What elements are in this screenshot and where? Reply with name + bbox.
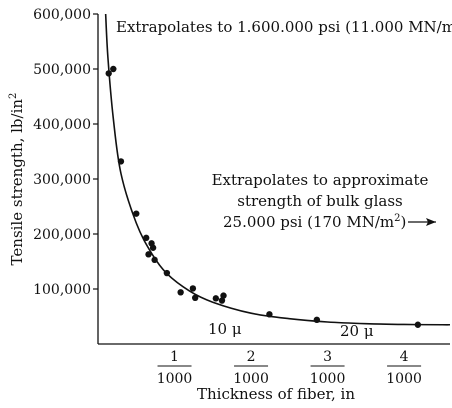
data-point <box>133 210 140 217</box>
data-point <box>266 311 273 318</box>
y-axis-ticks: 100,000 200,000 300,000 400,000 500,000 600,0… <box>33 7 98 298</box>
x-tick-denominator: 1000 <box>310 371 346 387</box>
data-point <box>145 251 152 258</box>
data-point <box>163 269 171 277</box>
x-tick-numerator: 4 <box>400 349 409 365</box>
x-tick-denominator: 1000 <box>157 371 193 387</box>
x-tick-numerator: 1 <box>170 349 179 365</box>
label-20-micron: 20 μ <box>340 322 374 340</box>
annotation-bulk-line3: 25.000 psi (170 MN/m2) <box>223 213 406 231</box>
data-point <box>177 289 184 296</box>
data-point <box>105 70 112 77</box>
x-tick-numerator: 3 <box>323 349 332 365</box>
x-axis-ticks: 1 1000 2 1000 3 1000 4 1000 <box>157 349 422 387</box>
y-tick-label: 100,000 <box>33 282 91 298</box>
right-arrow-icon <box>408 218 436 226</box>
annotation-extrapolates-top: Extrapolates to 1.600.000 psi (11.000 MN… <box>116 18 452 36</box>
data-point <box>149 244 157 251</box>
data-point <box>143 234 150 242</box>
data-point <box>110 65 117 73</box>
annotation-bulk-line1: Extrapolates to approximate <box>212 171 429 189</box>
y-axis-label: Tensile strength, lb/in2 <box>8 93 26 266</box>
y-tick-label: 300,000 <box>33 172 91 188</box>
x-tick-denominator: 1000 <box>233 371 269 387</box>
data-point <box>218 297 226 304</box>
x-tick-numerator: 2 <box>247 349 256 365</box>
y-tick-label: 200,000 <box>33 227 91 243</box>
x-axis-label: Thickness of fiber, in <box>197 385 355 403</box>
y-tick-label: 600,000 <box>33 7 91 23</box>
data-point <box>151 256 158 264</box>
data-point <box>117 158 125 165</box>
annotation-bulk-line2: strength of bulk glass <box>237 192 403 210</box>
data-point <box>191 294 199 301</box>
y-tick-label: 400,000 <box>33 117 91 133</box>
data-point <box>313 316 321 323</box>
data-point <box>189 285 197 292</box>
data-point <box>220 292 227 299</box>
data-points <box>105 65 422 328</box>
label-10-micron: 10 μ <box>208 320 242 338</box>
data-point <box>414 321 422 328</box>
data-point <box>212 295 220 302</box>
x-tick-denominator: 1000 <box>386 371 422 387</box>
y-tick-label: 500,000 <box>33 62 91 78</box>
fitted-curve <box>104 13 451 326</box>
